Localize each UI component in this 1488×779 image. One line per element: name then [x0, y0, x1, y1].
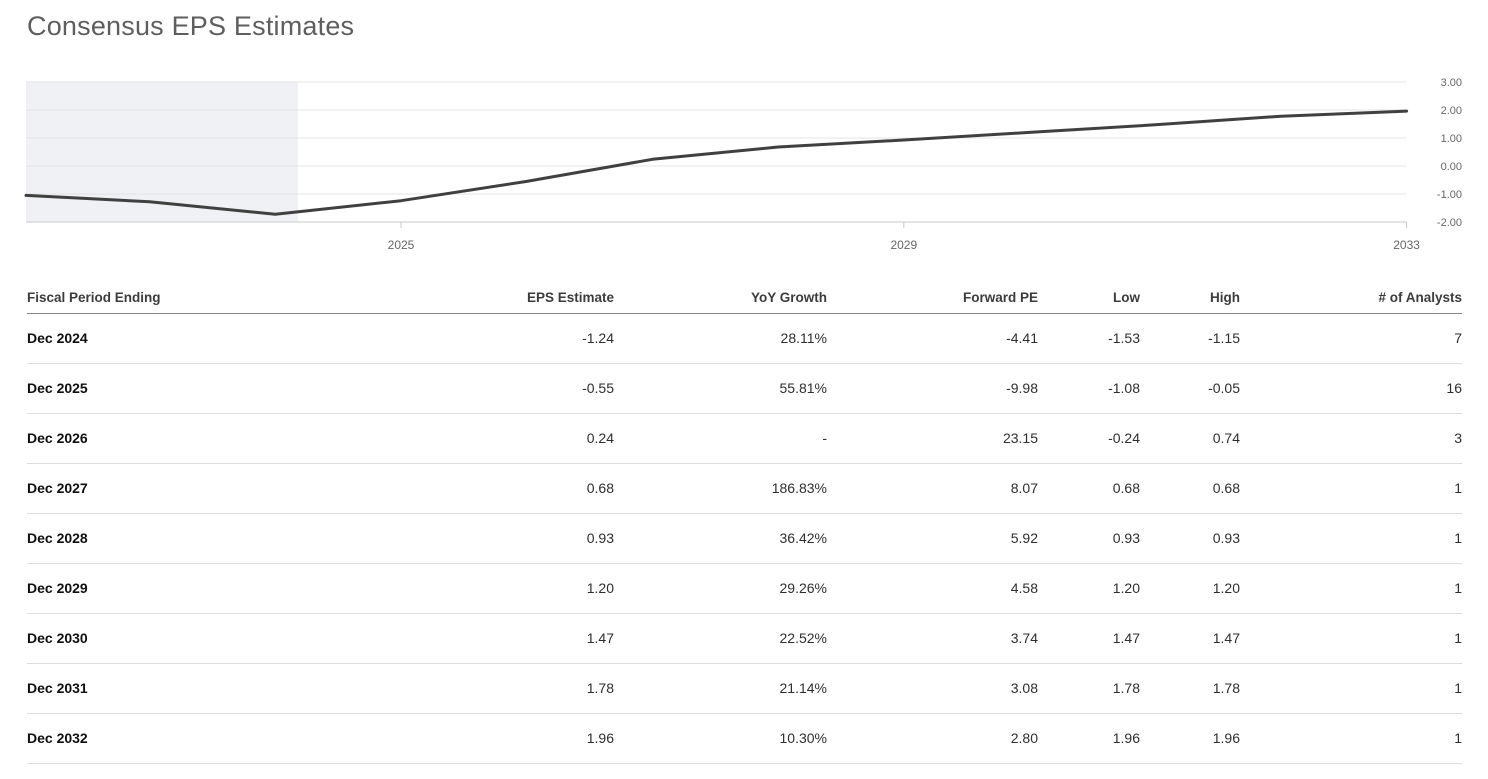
column-header-yoy-growth: YoY Growth	[614, 283, 827, 314]
eps-estimate-cell: 0.68	[454, 463, 614, 514]
analysts-cell: 1	[1240, 463, 1462, 514]
eps-estimate-cell: 1.20	[454, 563, 614, 614]
estimates-table-body: Dec 2024 -1.24 28.11% -4.41 -1.53 -1.15 7 Dec 2…	[27, 313, 1462, 764]
table-row: Dec 2030 1.47 22.52% 3.74 1.47 1.47 1	[27, 613, 1462, 664]
low-cell: 0.93	[1038, 513, 1140, 564]
high-cell: 1.47	[1140, 613, 1240, 664]
analysts-cell: 1	[1240, 713, 1462, 764]
yoy-growth-cell: 55.81%	[614, 363, 827, 414]
y-axis-label: 0.00	[1441, 161, 1462, 173]
high-cell: 1.20	[1140, 563, 1240, 614]
y-axis-label: 1.00	[1441, 133, 1462, 145]
low-cell: -1.08	[1038, 363, 1140, 414]
eps-consensus-line	[24, 109, 1409, 216]
forward-pe-cell: 23.15	[827, 413, 1038, 464]
column-header-fiscal-period-ending: Fiscal Period Ending	[27, 283, 454, 314]
forward-pe-cell: 8.07	[827, 463, 1038, 514]
low-cell: 1.96	[1038, 713, 1140, 764]
eps-estimate-cell: 1.78	[454, 663, 614, 714]
estimates-table-header-row: Fiscal Period Ending EPS Estimate YoY Grow…	[27, 283, 1462, 314]
table-row: Dec 2028 0.93 36.42% 5.92 0.93 0.93 1	[27, 513, 1462, 564]
historical-period-band	[26, 82, 298, 222]
low-cell: -1.53	[1038, 313, 1140, 364]
high-cell: 1.96	[1140, 713, 1240, 764]
eps-estimates-chart[interactable]: 2025 2029 2033 3.00 2.00 1.00 0.00 -1.00 -2.00	[0, 0, 1488, 260]
y-axis-label: 3.00	[1441, 77, 1462, 89]
forward-pe-cell: 3.74	[827, 613, 1038, 664]
eps-estimate-cell: -1.24	[454, 313, 614, 364]
fiscal-period-cell: Dec 2032	[27, 713, 454, 764]
table-row: Dec 2032 1.96 10.30% 2.80 1.96 1.96 1	[27, 713, 1462, 764]
yoy-growth-cell: 10.30%	[614, 713, 827, 764]
yoy-growth-cell: 22.52%	[614, 613, 827, 664]
analysts-cell: 1	[1240, 513, 1462, 564]
forward-pe-cell: 4.58	[827, 563, 1038, 614]
fiscal-period-cell: Dec 2026	[27, 413, 454, 464]
column-header-high: High	[1140, 283, 1240, 314]
analysts-cell: 1	[1240, 613, 1462, 664]
fiscal-period-cell: Dec 2030	[27, 613, 454, 664]
fiscal-period-cell: Dec 2029	[27, 563, 454, 614]
table-row: Dec 2031 1.78 21.14% 3.08 1.78 1.78 1	[27, 663, 1462, 714]
analysts-cell: 7	[1240, 313, 1462, 364]
low-cell: 1.78	[1038, 663, 1140, 714]
chart-canvas[interactable]: 2025 2029 2033 3.00 2.00 1.00 0.00 -1.00 -2.00	[0, 0, 1488, 260]
y-axis-label: -2.00	[1437, 217, 1462, 229]
low-cell: 1.47	[1038, 613, 1140, 664]
table-row: Dec 2026 0.24-23.15 -0.24 0.74 3	[27, 413, 1462, 464]
x-axis-label: 2025	[388, 238, 415, 252]
column-header-eps-estimate: EPS Estimate	[454, 283, 614, 314]
fiscal-period-cell: Dec 2031	[27, 663, 454, 714]
low-cell: 0.68	[1038, 463, 1140, 514]
forward-pe-cell: -4.41	[827, 313, 1038, 364]
yoy-growth-cell: 186.83%	[614, 463, 827, 514]
column-header-forward-pe: Forward PE	[827, 283, 1038, 314]
page-title: Consensus EPS Estimates	[27, 11, 355, 41]
y-axis-label: -1.00	[1437, 189, 1462, 201]
yoy-growth-cell: 28.11%	[614, 313, 827, 364]
low-cell: -0.24	[1038, 413, 1140, 464]
y-axis-label: 2.00	[1441, 105, 1462, 117]
x-axis-label: 2029	[890, 238, 917, 252]
high-cell: 0.68	[1140, 463, 1240, 514]
yoy-growth-cell: -	[614, 413, 827, 464]
fiscal-period-cell: Dec 2028	[27, 513, 454, 564]
table-row: Dec 2024 -1.24 28.11% -4.41 -1.53 -1.15 7	[27, 313, 1462, 364]
forward-pe-cell: 3.08	[827, 663, 1038, 714]
eps-estimate-cell: 0.24	[454, 413, 614, 464]
analysts-cell: 1	[1240, 663, 1462, 714]
forward-pe-cell: -9.98	[827, 363, 1038, 414]
analysts-cell: 16	[1240, 363, 1462, 414]
high-cell: 0.93	[1140, 513, 1240, 564]
yoy-growth-cell: 21.14%	[614, 663, 827, 714]
analysts-cell: 1	[1240, 563, 1462, 614]
forward-pe-cell: 2.80	[827, 713, 1038, 764]
x-axis-label: 2033	[1393, 238, 1420, 252]
high-cell: 0.74	[1140, 413, 1240, 464]
fiscal-period-cell: Dec 2024	[27, 313, 454, 364]
estimates-table: Fiscal Period Ending EPS Estimate YoY Grow…	[27, 283, 1462, 764]
eps-estimate-cell: -0.55	[454, 363, 614, 414]
high-cell: -1.15	[1140, 313, 1240, 364]
yoy-growth-cell: 29.26%	[614, 563, 827, 614]
forward-pe-cell: 5.92	[827, 513, 1038, 564]
eps-estimate-cell: 0.93	[454, 513, 614, 564]
high-cell: 1.78	[1140, 663, 1240, 714]
table-row: Dec 2025 -0.55 55.81% -9.98 -1.08 -0.05 16	[27, 363, 1462, 414]
low-cell: 1.20	[1038, 563, 1140, 614]
eps-estimate-cell: 1.96	[454, 713, 614, 764]
fiscal-period-cell: Dec 2027	[27, 463, 454, 514]
column-header-low: Low	[1038, 283, 1140, 314]
analysts-cell: 3	[1240, 413, 1462, 464]
high-cell: -0.05	[1140, 363, 1240, 414]
table-row: Dec 2029 1.20 29.26% 4.58 1.20 1.20 1	[27, 563, 1462, 614]
yoy-growth-cell: 36.42%	[614, 513, 827, 564]
table-row: Dec 2027 0.68 186.83% 8.07 0.68 0.68 1	[27, 463, 1462, 514]
eps-estimate-cell: 1.47	[454, 613, 614, 664]
fiscal-period-cell: Dec 2025	[27, 363, 454, 414]
column-header--of-analysts: # of Analysts	[1240, 283, 1462, 314]
